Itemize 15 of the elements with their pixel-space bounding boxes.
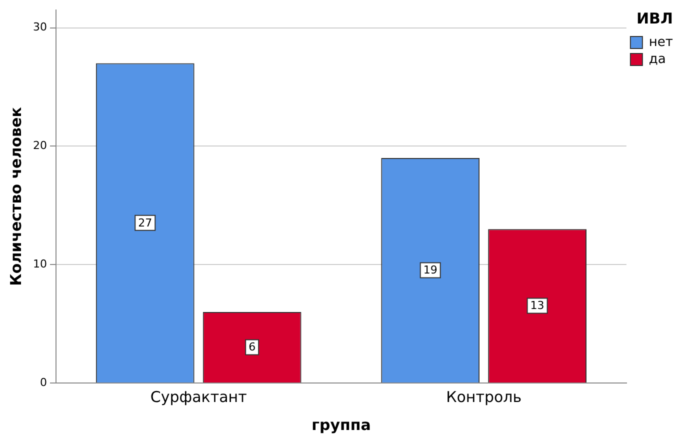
y-axis-title: Количество человек xyxy=(6,107,25,286)
x-tick-label: Сурфактант xyxy=(150,388,248,406)
data-label: 27 xyxy=(138,216,152,230)
legend-title: ИВЛ xyxy=(636,9,673,28)
y-tick-label: 10 xyxy=(32,257,47,270)
x-tick-label: Контроль xyxy=(446,388,522,406)
y-tick-label: 0 xyxy=(40,376,47,389)
data-label: 6 xyxy=(248,340,256,354)
x-axis-title: группа xyxy=(312,416,371,434)
data-label: 19 xyxy=(423,264,438,277)
legend-label: нет xyxy=(648,34,674,50)
legend-label: да xyxy=(648,52,666,67)
y-tick-label: 20 xyxy=(32,139,47,152)
data-label: 13 xyxy=(530,299,544,312)
y-tick-label: 30 xyxy=(32,20,47,34)
